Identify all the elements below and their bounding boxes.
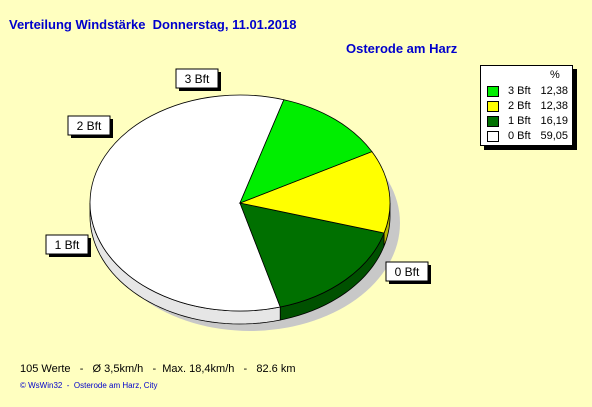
chart-title: Verteilung Windstärke Donnerstag, 11.01.… bbox=[9, 17, 297, 32]
legend-label: 0 Bft bbox=[508, 130, 531, 142]
legend-item-0-bft: 0 Bft 59,05 bbox=[487, 130, 569, 142]
slice-label-box-0-bft bbox=[385, 261, 429, 282]
legend-value: 16,19 bbox=[540, 115, 568, 127]
legend-swatch-0-bft bbox=[487, 131, 499, 142]
legend-swatch-1-bft bbox=[487, 116, 499, 127]
slice-label-0-bft: 0 Bft bbox=[395, 265, 420, 279]
legend-label: 2 Bft bbox=[508, 100, 531, 112]
legend-swatch-2-bft bbox=[487, 101, 499, 112]
pie-slice-2-bft bbox=[238, 151, 391, 234]
slice-label-2-bft: 2 Bft bbox=[77, 119, 102, 133]
legend-header: % bbox=[550, 69, 560, 81]
pie-slice-0-bft bbox=[89, 94, 285, 312]
legend-label: 1 Bft bbox=[508, 115, 531, 127]
chart-subtitle: Osterode am Harz bbox=[346, 41, 458, 56]
footer-stats: 105 Werte - Ø 3,5km/h - Max. 18,4km/h - … bbox=[20, 363, 296, 375]
legend-swatch-3-bft bbox=[487, 86, 499, 97]
legend-value: 59,05 bbox=[540, 130, 568, 142]
legend-item-3-bft: 3 Bft 12,38 bbox=[487, 85, 569, 97]
pie-slice-3-bft bbox=[239, 99, 373, 204]
slice-label-3-bft: 3 Bft bbox=[185, 72, 210, 86]
legend-value: 12,38 bbox=[540, 100, 568, 112]
copyright: © WsWin32 - Osterode am Harz, City bbox=[20, 381, 158, 390]
pie-slice-1-bft bbox=[239, 202, 385, 308]
slice-label-box-3-bft bbox=[175, 68, 219, 89]
slice-label-box-1-bft bbox=[45, 234, 89, 255]
legend-item-1-bft: 1 Bft 16,19 bbox=[487, 115, 569, 127]
slice-label-box-2-bft bbox=[67, 115, 111, 136]
slice-label-1-bft: 1 Bft bbox=[55, 238, 80, 252]
legend: % 3 Bft 12,38 2 Bft 12,38 1 Bft 16,19 0 … bbox=[480, 65, 573, 146]
legend-label: 3 Bft bbox=[508, 85, 531, 97]
legend-item-2-bft: 2 Bft 12,38 bbox=[487, 100, 569, 112]
legend-value: 12,38 bbox=[540, 85, 568, 97]
